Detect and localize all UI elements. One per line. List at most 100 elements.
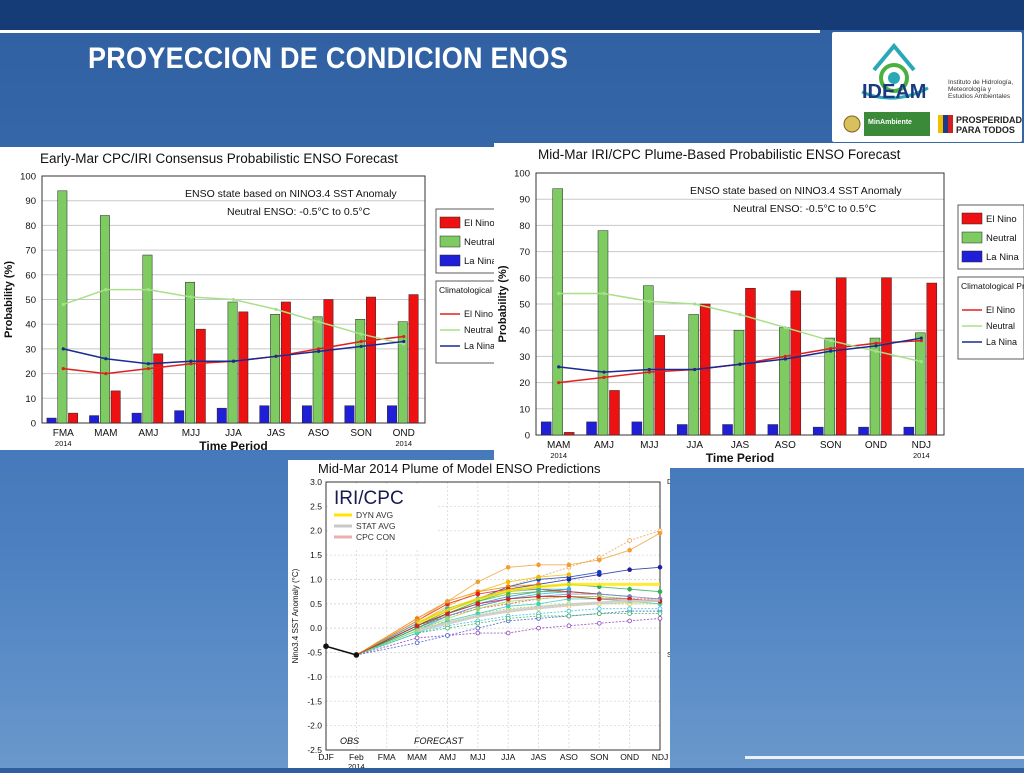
x-tick-label: ASO	[308, 428, 329, 439]
dynamical-model-line-point	[627, 567, 632, 573]
y-tick-label: 10	[25, 394, 36, 405]
x-tick-label: OND	[393, 428, 415, 439]
bar-neutral	[185, 281, 195, 424]
stat-avg-line	[416, 598, 661, 633]
bar-la-nina	[46, 417, 57, 424]
climatology-point	[874, 341, 878, 345]
dynamical-model-line-point	[505, 579, 511, 585]
x-tick-label: JAS	[267, 428, 286, 439]
bar-neutral	[688, 314, 699, 436]
climatology-point	[693, 367, 697, 372]
climatology-point	[602, 291, 606, 296]
legend-bar-swatch	[961, 250, 983, 263]
y-tick-label: 0.0	[310, 623, 322, 633]
logo-ministry-label: MinAmbiente	[868, 119, 912, 126]
bar-el-nino	[280, 301, 291, 424]
statistical-model-line-point	[596, 611, 602, 616]
legend-bar-swatch	[439, 254, 461, 267]
y-tick-label: 1.0	[310, 574, 322, 584]
dynamical-model-line-point	[566, 572, 572, 577]
climatology-point	[602, 375, 606, 379]
y-tick-label: 1.5	[310, 550, 322, 560]
chart-plume: Mid-Mar 2014 Plume of Model ENSO Predict…	[291, 461, 728, 771]
bar-la-nina	[387, 405, 397, 424]
statistical-model-line-point	[627, 538, 632, 543]
y-tick-label: -1.0	[307, 672, 322, 682]
statistical-model-line-point	[566, 623, 572, 629]
chart-title: Mid-Mar IRI/CPC Plume-Based Probabilisti…	[538, 147, 901, 162]
statistical-model-line	[356, 608, 660, 656]
x-last-year: 2014	[395, 439, 412, 448]
dynamical-model-line-point	[505, 564, 511, 570]
legend-bar-label: El Nino	[986, 214, 1017, 225]
bar-el-nino	[699, 303, 711, 436]
dynamical-model-line-point	[536, 601, 541, 607]
bar-neutral	[355, 319, 366, 424]
dynamical-model-line-point	[475, 579, 481, 585]
x-tick-label: FMA	[53, 428, 74, 439]
observed-point	[323, 643, 329, 650]
x-tick-label: AMJ	[594, 440, 614, 451]
legend-climatology-title: Climatological Probability:	[961, 281, 1024, 291]
x-tick-label: AMJ	[138, 428, 158, 439]
climatology-point	[783, 354, 787, 358]
dynamical-model-line-point	[657, 564, 663, 570]
climatology-point	[231, 297, 236, 302]
x-tick-label: ASO	[775, 440, 796, 451]
climatology-point	[874, 349, 878, 353]
dynamical-model-line-point	[657, 589, 663, 594]
dynamical-model-line	[356, 532, 661, 656]
legend-line-label: La Nina	[986, 337, 1017, 347]
y-tick-label: -2.0	[307, 721, 322, 731]
bar-neutral	[643, 285, 654, 436]
bar-el-nino	[609, 390, 620, 436]
y-tick-label: 50	[25, 295, 36, 306]
bar-la-nina	[301, 405, 312, 424]
climatology-point	[359, 344, 363, 349]
climatology-point	[317, 320, 321, 324]
chart-mid-mar-panel: Mid-Mar IRI/CPC Plume-Based Probabilisti…	[494, 143, 1024, 468]
bar-neutral	[397, 321, 408, 424]
climatology-point	[146, 367, 150, 371]
climatology-point	[738, 312, 742, 317]
climatology-point	[359, 339, 363, 344]
inset-legend-label: DYN AVG	[356, 510, 393, 520]
observed-point	[353, 652, 360, 658]
bar-el-nino	[153, 353, 164, 424]
climatology-point	[829, 339, 833, 343]
chart-title: Early-Mar CPC/IRI Consensus Probabilisti…	[40, 151, 398, 166]
y-tick-label: 50	[519, 300, 530, 311]
x-tick-label: MAM	[547, 440, 570, 451]
x-tick-label: JJA	[501, 752, 516, 762]
label-obs: OBS	[340, 736, 359, 746]
climatology-point	[829, 349, 833, 353]
statistical-model-line-point	[475, 630, 481, 636]
climatology-point	[189, 362, 193, 366]
y-tick-label: 100	[20, 172, 36, 183]
statistical-model-line-point	[657, 611, 663, 616]
dynamical-model-line-point	[445, 599, 450, 604]
bar-la-nina	[131, 412, 142, 424]
climatology-point	[919, 336, 923, 340]
bar-neutral	[99, 215, 110, 424]
y-tick-label: -1.5	[307, 696, 322, 706]
climatology-point	[647, 370, 651, 374]
bar-la-nina	[89, 415, 100, 424]
x-tick-label: ASO	[560, 752, 578, 762]
statistical-model-line	[356, 613, 660, 656]
y-tick-label: 2.0	[310, 526, 322, 536]
dynamical-model-line-point	[505, 596, 511, 602]
bar-la-nina	[631, 421, 643, 436]
legend-bar-swatch	[961, 212, 983, 225]
dynamical-model-line-point	[475, 601, 481, 607]
y-axis-label: Probability (%)	[3, 261, 15, 338]
legend-bar-swatch	[439, 216, 461, 229]
statistical-model-line-point	[505, 616, 511, 621]
logo-subtitle-2: Meteorología y	[948, 86, 992, 93]
logo-roof-icon	[872, 42, 916, 72]
y-tick-label: 40	[25, 320, 36, 331]
bar-el-nino	[881, 277, 892, 436]
climatology-point	[146, 288, 150, 292]
bar-neutral	[552, 188, 563, 436]
bar-la-nina	[344, 405, 355, 424]
